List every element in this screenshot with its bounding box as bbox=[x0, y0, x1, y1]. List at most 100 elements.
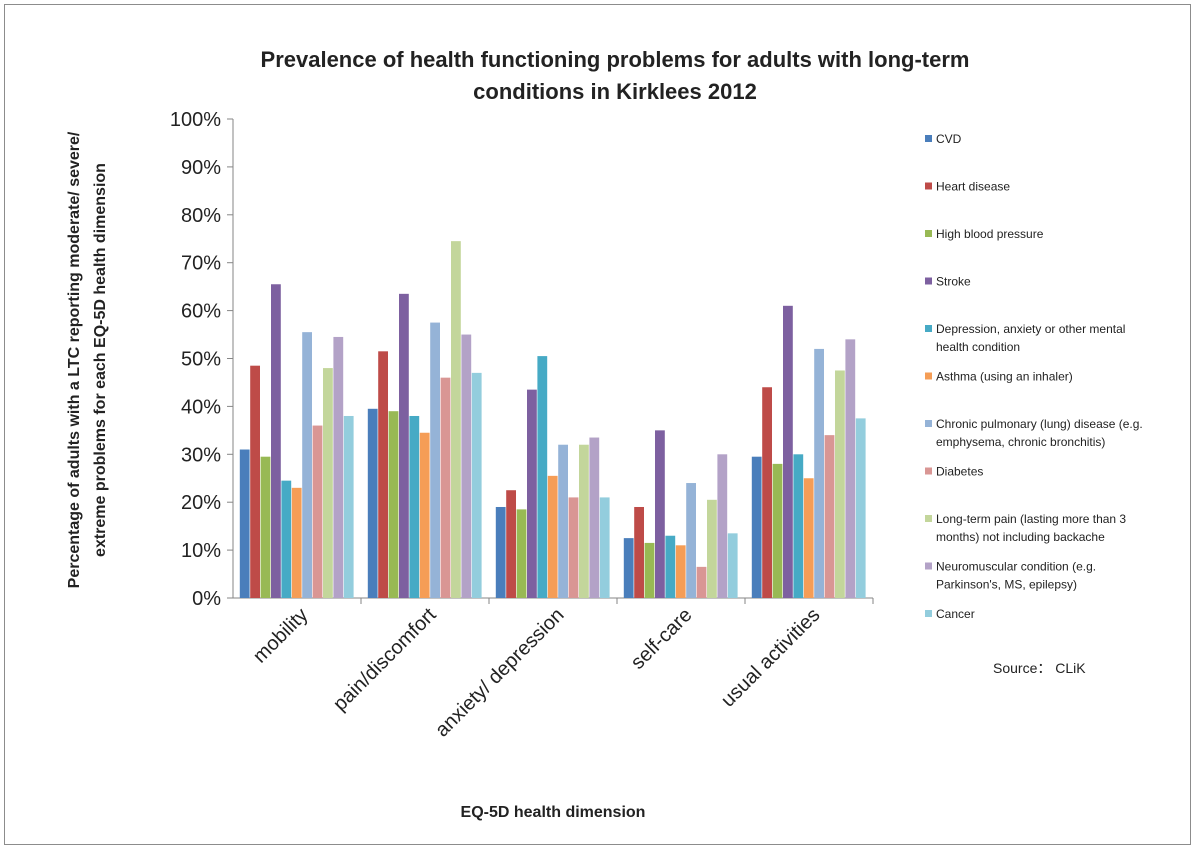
bar bbox=[527, 389, 537, 598]
legend-label: Depression, anxiety or other mental bbox=[936, 322, 1125, 336]
bar bbox=[707, 499, 717, 598]
bar bbox=[623, 538, 634, 598]
bar bbox=[783, 305, 793, 598]
legend-swatch bbox=[925, 610, 932, 617]
bar bbox=[506, 490, 516, 598]
bar bbox=[589, 437, 600, 598]
bar bbox=[727, 533, 738, 598]
legend-swatch bbox=[925, 230, 932, 237]
bar bbox=[388, 411, 399, 598]
bar bbox=[271, 284, 281, 598]
legend-label: Diabetes bbox=[936, 465, 983, 479]
legend-label: Cancer bbox=[936, 607, 975, 621]
y-tick-label: 10% bbox=[181, 540, 221, 562]
bar bbox=[793, 454, 804, 598]
y-tick-label: 30% bbox=[181, 444, 221, 466]
legend-swatch bbox=[925, 372, 932, 380]
legend-label: Stroke bbox=[936, 275, 971, 289]
bar bbox=[302, 332, 312, 598]
bar-chart: Prevalence of health functioning problem… bbox=[66, 47, 1143, 821]
y-tick-label: 80% bbox=[181, 205, 221, 227]
legend-swatch bbox=[925, 420, 932, 427]
bar bbox=[835, 370, 845, 598]
bar bbox=[803, 478, 814, 598]
y-tick-label: 20% bbox=[181, 492, 221, 514]
bar bbox=[399, 293, 409, 598]
bar bbox=[824, 435, 835, 598]
bar bbox=[291, 487, 302, 598]
legend-swatch bbox=[925, 182, 932, 190]
bar bbox=[281, 480, 292, 598]
y-axis-label-line: Percentage of adults with a LTC reportin… bbox=[66, 131, 83, 588]
bar bbox=[378, 351, 388, 598]
x-axis-label: EQ-5D health dimension bbox=[461, 804, 646, 821]
bar bbox=[599, 497, 610, 598]
bar bbox=[323, 368, 333, 598]
legend-label: Parkinson's, MS, epilepsy) bbox=[936, 578, 1077, 592]
bar bbox=[686, 483, 696, 598]
legend-label: health condition bbox=[936, 340, 1020, 354]
bar bbox=[717, 454, 728, 598]
legend-label: High blood pressure bbox=[936, 227, 1044, 241]
bar bbox=[655, 430, 665, 598]
bar bbox=[665, 535, 676, 598]
bar bbox=[239, 449, 250, 598]
chart-frame: Prevalence of health functioning problem… bbox=[4, 4, 1191, 845]
x-tick-label: usual activities bbox=[717, 604, 825, 712]
bar bbox=[333, 336, 344, 598]
legend-swatch bbox=[925, 325, 932, 332]
bar bbox=[644, 542, 655, 598]
bar bbox=[696, 566, 707, 598]
x-tick-label: pain/discomfort bbox=[329, 604, 441, 716]
legend-label: Chronic pulmonary (lung) disease (e.g. bbox=[936, 417, 1143, 431]
bar bbox=[558, 444, 568, 598]
bar bbox=[260, 456, 271, 598]
bar bbox=[471, 372, 482, 598]
bar bbox=[250, 365, 260, 598]
y-tick-label: 0% bbox=[192, 588, 221, 610]
bar bbox=[537, 356, 548, 598]
legend-swatch bbox=[925, 515, 932, 522]
legend-label: emphysema, chronic bronchitis) bbox=[936, 435, 1105, 449]
bar bbox=[547, 475, 558, 598]
bar bbox=[814, 348, 824, 598]
bar bbox=[343, 415, 354, 598]
source-note: Source： CLiK bbox=[993, 660, 1086, 676]
legend-label: months) not including backache bbox=[936, 530, 1105, 544]
bar bbox=[634, 506, 644, 598]
bar bbox=[312, 425, 323, 598]
bar bbox=[855, 418, 866, 598]
bar bbox=[579, 444, 589, 598]
legend-swatch bbox=[925, 467, 932, 475]
bar bbox=[516, 509, 527, 598]
bar bbox=[495, 506, 506, 598]
y-tick-label: 70% bbox=[181, 253, 221, 275]
y-tick-label: 50% bbox=[181, 349, 221, 371]
bar bbox=[845, 339, 856, 598]
x-tick-label: self-care bbox=[627, 604, 697, 674]
bar bbox=[367, 408, 378, 598]
legend-label: Long-term pain (lasting more than 3 bbox=[936, 512, 1126, 526]
legend-label: Heart disease bbox=[936, 180, 1010, 194]
y-tick-label: 90% bbox=[181, 157, 221, 179]
legend-label: Neuromuscular condition (e.g. bbox=[936, 560, 1096, 574]
bar bbox=[751, 456, 762, 598]
chart-title-line: Prevalence of health functioning problem… bbox=[261, 47, 970, 72]
legend-label: Asthma (using an inhaler) bbox=[936, 370, 1073, 384]
legend-label: CVD bbox=[936, 132, 962, 146]
bar bbox=[568, 497, 579, 598]
legend-swatch bbox=[925, 562, 932, 570]
bar bbox=[430, 322, 440, 598]
bar bbox=[419, 432, 430, 598]
x-tick-label: mobility bbox=[249, 604, 312, 667]
bar bbox=[762, 387, 772, 598]
y-tick-label: 60% bbox=[181, 301, 221, 323]
bar bbox=[772, 463, 783, 598]
bar bbox=[461, 334, 472, 598]
y-axis-label-line: extreme problems for each EQ-5D health d… bbox=[92, 163, 109, 557]
y-tick-label: 40% bbox=[181, 396, 221, 418]
bar bbox=[451, 241, 461, 598]
bar bbox=[675, 545, 686, 598]
y-tick-label: 100% bbox=[170, 109, 221, 131]
x-tick-label: anxiety/ depression bbox=[431, 604, 568, 741]
